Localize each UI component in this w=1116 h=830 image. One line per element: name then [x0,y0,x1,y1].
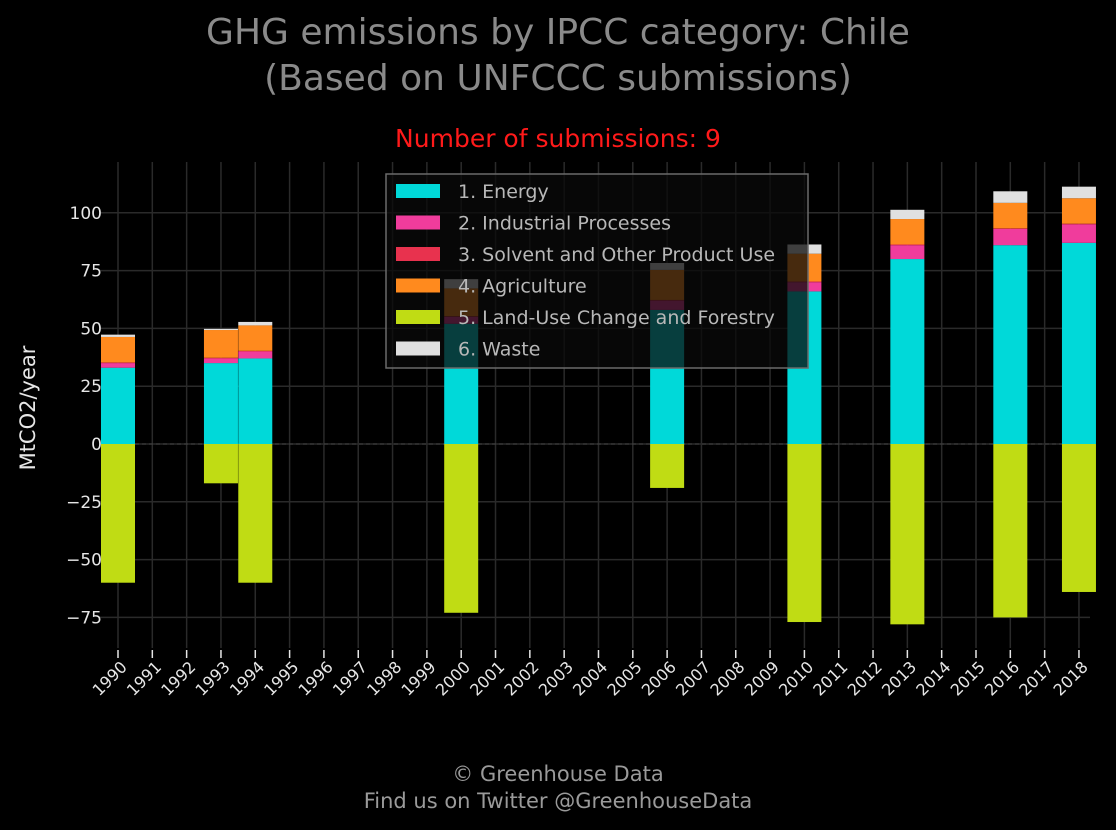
legend-swatch [396,310,440,324]
x-axis-ticks: 1990199119921993199419951996199719981999… [89,650,1092,700]
bar-segment [890,444,925,625]
bar-segment [993,228,1028,246]
legend-entry: 3. Solvent and Other Product Use [458,244,775,266]
bar-segment [238,325,273,351]
bar-segment [1061,242,1096,444]
x-tick-label: 1993 [192,657,234,699]
bar-segment [993,228,1028,229]
bar-segment [238,350,273,352]
x-tick-label: 1995 [260,657,302,699]
bar-segment [650,444,685,488]
y-tick-label: −75 [66,608,102,628]
x-tick-label: 1992 [157,657,199,699]
x-tick-label: 2001 [466,657,508,699]
bar-segment [101,334,135,337]
bar-segment [1061,186,1096,199]
legend-swatch [396,341,440,356]
bar-segment [1061,224,1096,243]
legend-swatch [396,247,440,261]
bar-segment [1061,444,1096,592]
bar-segment [203,363,238,444]
bar-segment [101,367,135,444]
bar-segment [203,330,238,358]
bar-segment [238,321,273,326]
bar-segment [890,209,925,220]
y-tick-label: 75 [80,262,102,282]
bar-segment [101,363,135,368]
bar-segment [890,219,925,245]
bar-segment [203,444,238,484]
bar-segment [890,245,925,260]
x-tick-label: 1998 [363,657,405,699]
x-tick-label: 2016 [981,657,1023,699]
stacked-bar-chart: 100 75 50 25 0 −25 −50 −75 19901991199219931994… [66,162,1096,700]
chart-title-line-1: GHG emissions by IPCC category: Chile [206,12,910,53]
bar-segment [444,444,479,613]
legend-entry: 4. Agriculture [458,276,587,298]
bar-segment [203,357,238,359]
legend-entry: 2. Industrial Processes [458,213,671,235]
credit-copyright: © Greenhouse Data [452,762,664,786]
legend-entry: 6. Waste [458,339,540,361]
y-tick-label: −25 [66,493,102,513]
bar-segment [101,336,135,363]
legend-entry: 1. Energy [458,181,549,203]
legend-swatch [396,215,440,230]
x-tick-label: 2018 [1050,657,1092,699]
credit-twitter: Find us on Twitter @GreenhouseData [363,789,753,813]
x-tick-label: 2000 [432,657,474,699]
y-tick-label: −50 [66,551,102,571]
chart-title-line-2: (Based on UNFCCC submissions) [264,58,852,99]
x-tick-label: 2014 [912,657,954,699]
x-tick-label: 2005 [603,657,645,699]
x-tick-label: 1999 [397,657,439,699]
y-tick-label: 0 [91,435,102,455]
x-tick-label: 2015 [947,657,989,699]
legend-swatch [396,278,440,293]
bar-segment [787,444,822,623]
x-tick-label: 2003 [535,657,577,699]
y-tick-label: 50 [80,319,102,339]
bar-segment [890,259,925,444]
x-tick-label: 2002 [500,657,542,699]
chart-subtitle: Number of submissions: 9 [395,124,721,153]
bar-segment [1061,198,1096,224]
x-tick-label: 2017 [1015,657,1057,699]
bar-segment [1061,223,1096,225]
x-tick-label: 2010 [775,657,817,699]
bar-segment [993,245,1028,444]
bar-segment [993,202,1028,229]
x-tick-label: 1994 [226,657,268,699]
x-tick-label: 1991 [123,657,165,699]
legend-swatch [396,184,440,198]
bar-segment [890,244,925,246]
bar-segment [203,328,238,331]
y-tick-label: 25 [80,377,102,397]
y-axis-ticks: 100 75 50 25 0 −25 −50 −75 [66,204,102,629]
x-tick-label: 2008 [706,657,748,699]
bar-segment [238,444,273,583]
bar-segment [993,444,1028,618]
y-tick-label: 100 [70,204,102,224]
x-tick-label: 2004 [569,657,611,699]
x-tick-label: 1997 [329,657,371,699]
bar-segment [238,351,273,359]
bar-segment [238,358,273,444]
bar-segment [101,362,135,364]
bar-segment [203,358,238,364]
x-tick-label: 2006 [638,657,680,699]
x-tick-label: 2013 [878,657,920,699]
x-tick-label: 2009 [741,657,783,699]
x-tick-label: 1990 [89,657,131,699]
x-tick-label: 2007 [672,657,714,699]
x-tick-label: 2012 [844,657,886,699]
legend-box [385,173,809,369]
bar-segment [101,444,135,583]
legend: 1. Energy 2. Industrial Processes 3. Solve… [385,173,809,369]
legend-entry: 5. Land-Use Change and Forestry [458,307,775,329]
x-tick-label: 2011 [809,657,851,699]
bar-segment [993,191,1028,203]
x-tick-label: 1996 [295,657,337,699]
bar-series [101,186,1096,625]
